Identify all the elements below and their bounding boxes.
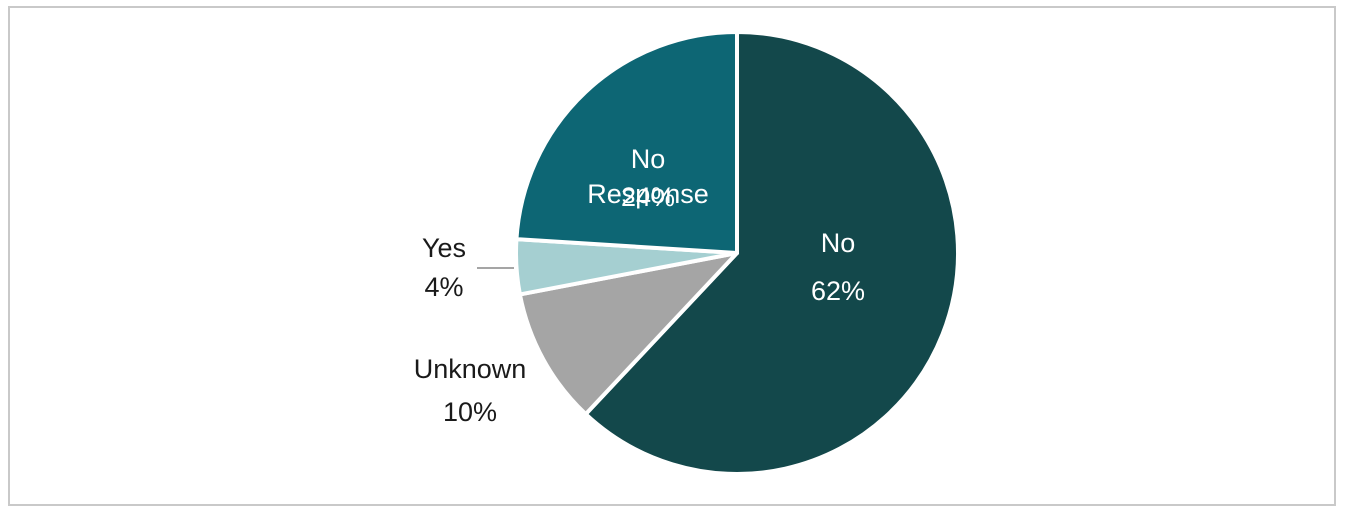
label-no-response-pct: 24% <box>621 182 675 212</box>
label-no-name: No <box>821 228 856 258</box>
pie-slice-unknown <box>517 251 739 417</box>
label-unknown-pct: 10% <box>443 397 497 427</box>
pie-chart: No 62% No Response 24% Yes 4% Unknown 10… <box>414 30 960 476</box>
label-no-response-name-2: Response <box>587 179 709 209</box>
pie-slice-no-response <box>514 30 739 255</box>
label-yes-pct: 4% <box>424 272 463 302</box>
label-unknown-name: Unknown <box>414 354 527 384</box>
label-yes-name: Yes <box>422 233 466 263</box>
label-no-pct: 62% <box>811 276 865 306</box>
label-no-response-name-1: No <box>631 144 666 174</box>
pie-slice-no <box>583 30 960 476</box>
pie-slices <box>514 30 960 476</box>
